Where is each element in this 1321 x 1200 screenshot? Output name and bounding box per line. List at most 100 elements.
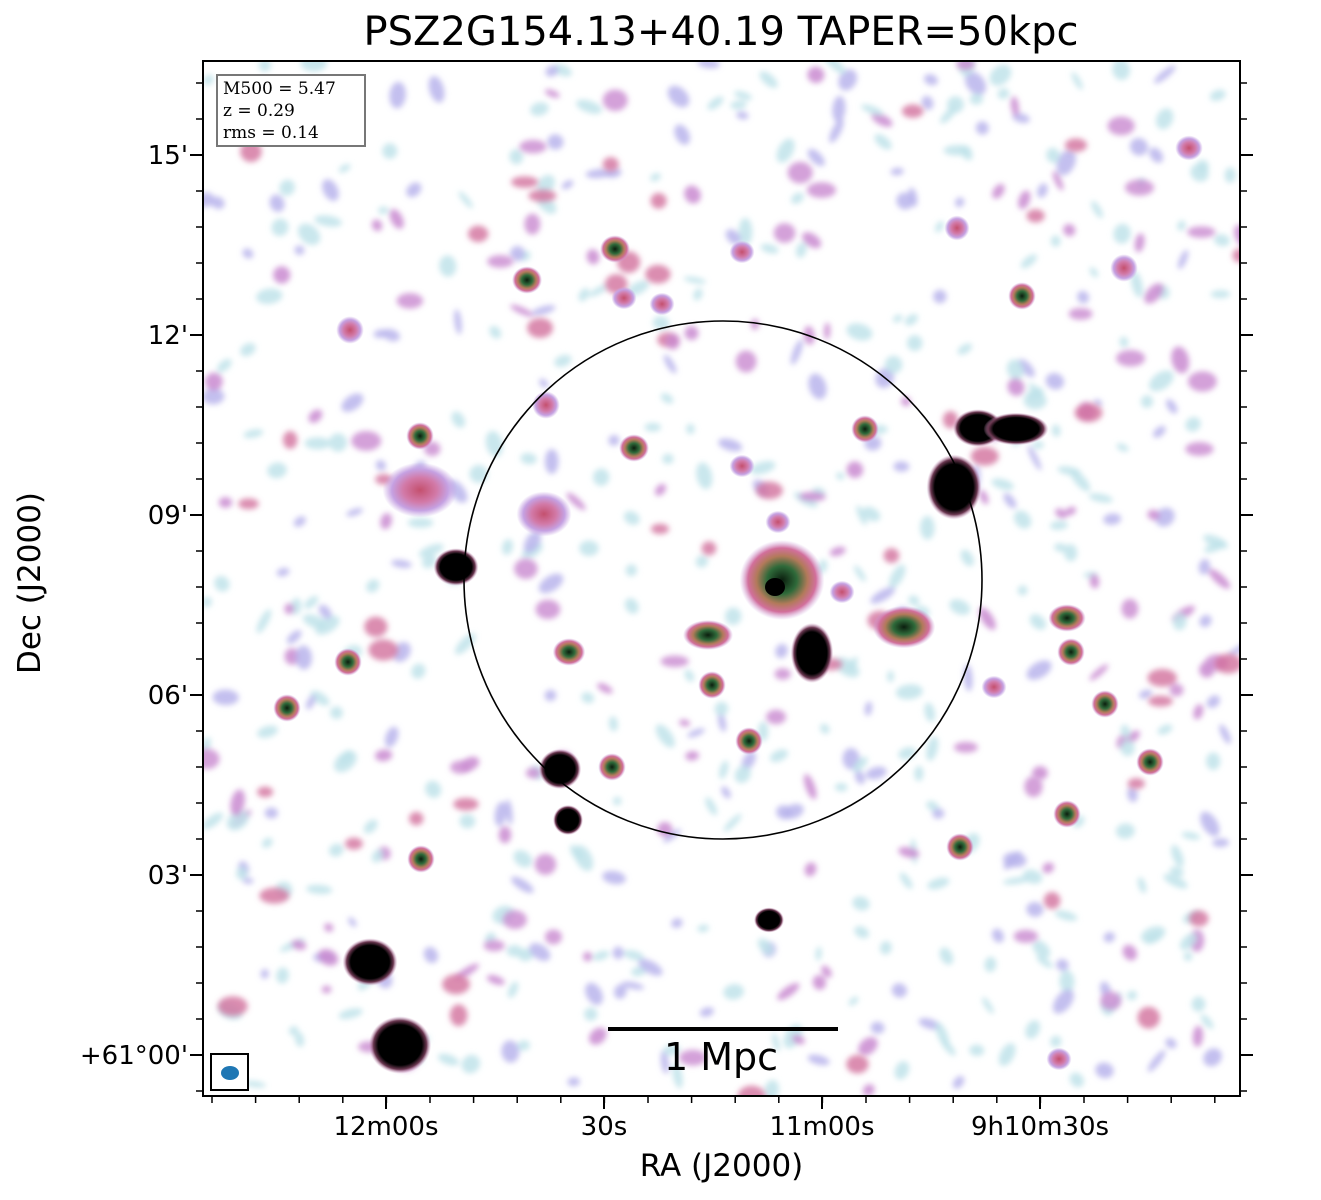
noise-blob: [1155, 108, 1174, 130]
radio-source: [611, 286, 637, 310]
noise-blob: [1010, 96, 1019, 116]
faint-patch: [1074, 403, 1103, 423]
faint-patch: [1026, 209, 1045, 223]
noise-blob: [1199, 615, 1212, 628]
noise-blob: [1091, 200, 1103, 219]
noise-blob: [721, 786, 731, 799]
noise-blob: [288, 1026, 299, 1036]
noise-blob: [663, 354, 677, 374]
noise-blob: [1051, 424, 1061, 437]
noise-blob: [1190, 164, 1209, 182]
faint-patch: [1147, 668, 1177, 687]
noise-blob: [389, 209, 404, 229]
noise-blob: [1013, 510, 1032, 529]
faint-patch: [368, 639, 399, 661]
noise-blob: [672, 1063, 683, 1089]
noise-blob: [530, 102, 549, 116]
noise-blob: [870, 1021, 885, 1034]
faint-patch: [544, 929, 562, 945]
faint-patch: [737, 1085, 766, 1095]
noise-blob: [276, 967, 289, 984]
radio-source: [406, 422, 434, 450]
faint-patch: [956, 62, 975, 70]
noise-blob: [1022, 869, 1043, 884]
faint-patch: [257, 786, 274, 798]
noise-blob: [960, 145, 973, 161]
noise-blob: [375, 460, 386, 471]
noise-blob: [1023, 392, 1047, 410]
y-tick-label: 15': [147, 141, 188, 171]
noise-blob: [662, 453, 674, 465]
noise-blob: [592, 468, 610, 486]
faint-patch: [953, 741, 978, 753]
faint-patch: [1124, 179, 1155, 196]
noise-blob: [1200, 811, 1220, 837]
radio-source: [729, 454, 755, 478]
noise-blob: [407, 517, 434, 528]
faint-patch: [528, 189, 557, 202]
noise-blob: [1149, 370, 1174, 392]
noise-blob: [308, 409, 323, 423]
noise-blob: [829, 546, 846, 557]
faint-patch: [409, 811, 424, 826]
radio-source: [829, 580, 855, 604]
noise-blob: [997, 88, 1010, 100]
radio-source: [981, 675, 1007, 699]
noise-blob: [979, 489, 989, 505]
noise-blob: [1103, 513, 1122, 525]
source-core: [765, 578, 785, 596]
noise-blob: [683, 276, 707, 284]
noise-blob: [898, 846, 920, 858]
noise-blob: [1032, 766, 1048, 780]
noise-blob: [1171, 844, 1184, 868]
noise-blob: [660, 393, 674, 404]
noise-blob: [1155, 507, 1175, 527]
x-tick-label: 30s: [580, 1112, 628, 1142]
noise-blob: [1147, 509, 1160, 521]
radio-source: [512, 266, 542, 294]
noise-blob: [663, 828, 682, 843]
radio-emission-map: [204, 62, 1239, 1095]
noise-blob: [660, 1050, 669, 1074]
noise-blob: [538, 573, 564, 594]
noise-blob: [1119, 336, 1129, 348]
faint-patch: [1185, 442, 1214, 456]
faint-patch: [487, 255, 514, 268]
noise-blob: [644, 422, 662, 432]
noise-blob: [458, 191, 473, 209]
noise-blob: [861, 104, 884, 116]
noise-blob: [1069, 1072, 1084, 1088]
noise-blob: [574, 845, 594, 871]
noise-blob: [1113, 223, 1131, 244]
noise-blob: [589, 1027, 607, 1045]
noise-blob: [1144, 932, 1162, 945]
noise-blob: [671, 918, 683, 929]
noise-blob: [324, 923, 334, 932]
noise-blob: [305, 694, 316, 710]
noise-blob: [469, 464, 488, 483]
noise-blob: [581, 692, 595, 704]
noise-blob: [509, 149, 524, 165]
noise-blob: [693, 288, 703, 301]
noise-blob: [240, 342, 256, 357]
faint-patch: [1043, 891, 1061, 910]
faint-patch: [519, 139, 547, 154]
noise-blob: [847, 656, 858, 673]
noise-blob: [949, 599, 971, 615]
noise-blob: [1003, 493, 1017, 509]
noise-blob: [769, 749, 789, 763]
radio-source: [754, 907, 784, 933]
noise-blob: [338, 1008, 363, 1020]
noise-blob: [520, 453, 537, 465]
noise-blob: [1103, 931, 1115, 943]
noise-blob: [494, 801, 507, 827]
noise-blob: [428, 76, 445, 103]
noise-blob: [489, 325, 502, 339]
noise-blob: [363, 819, 378, 834]
y-tick-label: 06': [147, 681, 188, 711]
radio-source: [1175, 135, 1203, 161]
noise-blob: [510, 245, 525, 262]
noise-blob: [807, 1054, 830, 1066]
x-axis-label: RA (J2000): [639, 1148, 804, 1184]
noise-blob: [1171, 346, 1190, 374]
